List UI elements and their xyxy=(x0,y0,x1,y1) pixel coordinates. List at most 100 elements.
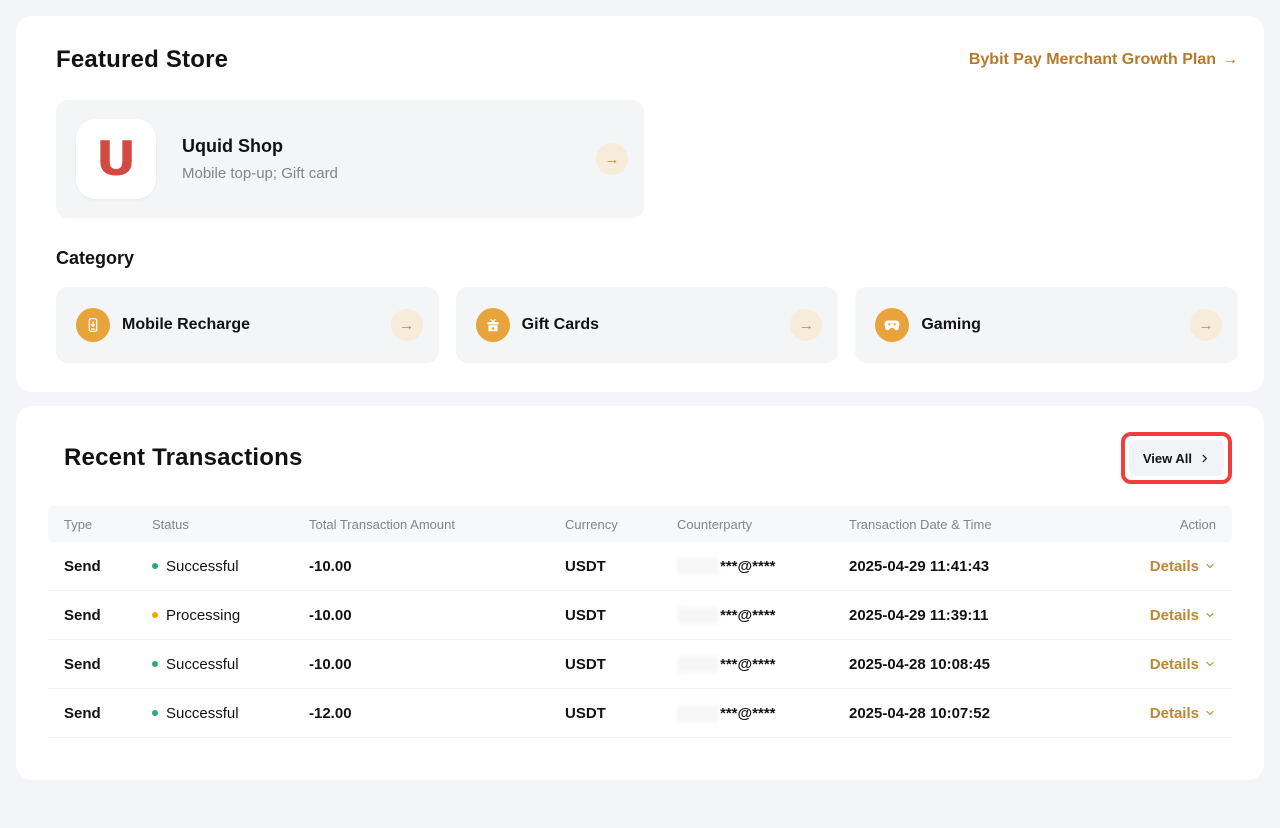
tx-status: Processing xyxy=(152,607,309,624)
category-label: Gift Cards xyxy=(521,316,600,333)
tx-amount: -10.00 xyxy=(309,655,352,673)
store-info: Uquid Shop Mobile top-up; Gift card xyxy=(182,136,596,182)
merchant-growth-plan-link[interactable]: Bybit Pay Merchant Growth Plan → xyxy=(969,51,1238,69)
category-tile-mobile-recharge[interactable]: Mobile Recharge → xyxy=(56,287,439,363)
mobile-recharge-icon xyxy=(76,308,110,342)
tx-datetime: 2025-04-28 10:08:45 xyxy=(849,655,990,673)
status-label: Successful xyxy=(166,704,239,722)
tx-amount: -10.00 xyxy=(309,606,352,624)
chevron-down-icon xyxy=(1206,563,1214,569)
column-header-counterparty: Counterparty xyxy=(677,516,753,532)
gift-cards-icon xyxy=(475,308,510,342)
gaming-icon xyxy=(875,308,910,342)
tx-currency: USDT xyxy=(565,557,606,575)
view-all-highlight-box: View All xyxy=(1120,432,1232,484)
store-description: Mobile top-up; Gift card xyxy=(182,165,338,182)
category-label: Mobile Recharge xyxy=(122,316,251,333)
featured-store-header: Featured Store Bybit Pay Merchant Growth… xyxy=(56,46,1238,74)
redacted-counterparty xyxy=(677,655,719,673)
transactions-table: Type Status Total Transaction Amount Cur… xyxy=(48,506,1232,738)
tx-type: Send xyxy=(64,557,101,575)
arrow-right-icon[interactable]: → xyxy=(596,143,628,175)
table-row: Send Successful -10.00 USDT ***@**** 202… xyxy=(48,640,1232,689)
status-label: Successful xyxy=(166,655,239,673)
details-label: Details xyxy=(1149,557,1199,575)
uquid-logo: U xyxy=(76,119,156,199)
redacted-counterparty xyxy=(677,557,719,575)
tx-currency: USDT xyxy=(565,655,606,673)
status-dot-icon xyxy=(152,563,158,569)
merchant-growth-plan-label: Bybit Pay Merchant Growth Plan xyxy=(968,51,1216,68)
tx-counterparty: ***@**** xyxy=(677,704,849,722)
details-label: Details xyxy=(1149,704,1199,722)
tx-type: Send xyxy=(64,606,101,624)
transactions-table-body: Send Successful -10.00 USDT ***@**** 202… xyxy=(48,542,1232,738)
tx-currency: USDT xyxy=(565,606,606,624)
column-header-datetime: Transaction Date & Time xyxy=(849,516,992,532)
view-all-button[interactable]: View All xyxy=(1128,440,1224,476)
tx-type: Send xyxy=(64,704,101,722)
tx-counterparty: ***@**** xyxy=(677,606,849,624)
tx-datetime: 2025-04-29 11:41:43 xyxy=(849,557,990,575)
view-all-label: View All xyxy=(1142,450,1192,466)
featured-store-card: Featured Store Bybit Pay Merchant Growth… xyxy=(16,16,1264,392)
status-dot-icon xyxy=(152,661,158,667)
tx-currency: USDT xyxy=(565,704,606,722)
counterparty-masked: ***@**** xyxy=(720,606,776,624)
category-row: Mobile Recharge → Gift Cards → xyxy=(56,287,1239,363)
arrow-right-icon[interactable]: → xyxy=(390,309,423,341)
uquid-logo-letter: U xyxy=(95,131,137,187)
arrow-right-icon[interactable]: → xyxy=(790,309,823,341)
details-link[interactable]: Details xyxy=(1150,656,1216,673)
counterparty-masked: ***@**** xyxy=(720,704,776,722)
tx-status: Successful xyxy=(152,705,309,722)
details-link[interactable]: Details xyxy=(1150,705,1216,722)
redacted-counterparty xyxy=(677,704,719,722)
details-link[interactable]: Details xyxy=(1150,558,1216,575)
details-label: Details xyxy=(1149,655,1199,673)
tx-type: Send xyxy=(64,655,101,673)
column-header-amount: Total Transaction Amount xyxy=(309,516,455,532)
status-dot-icon xyxy=(152,710,158,716)
details-link[interactable]: Details xyxy=(1150,607,1216,624)
tx-action: Details xyxy=(1149,558,1216,575)
column-header-action: Action xyxy=(1179,516,1216,532)
chevron-down-icon xyxy=(1206,710,1214,716)
status-dot-icon xyxy=(152,612,158,618)
column-header-status: Status xyxy=(152,516,189,532)
tx-status: Successful xyxy=(152,558,309,575)
chevron-right-icon xyxy=(1202,454,1207,462)
table-header-row: Type Status Total Transaction Amount Cur… xyxy=(48,506,1232,542)
category-label: Gaming xyxy=(921,316,981,333)
status-label: Processing xyxy=(166,606,241,624)
transactions-title: Recent Transactions xyxy=(64,444,303,471)
category-tile-gift-cards[interactable]: Gift Cards → xyxy=(455,287,839,363)
chevron-down-icon xyxy=(1206,661,1214,667)
transactions-header: Recent Transactions View All xyxy=(48,432,1232,484)
redacted-counterparty xyxy=(677,606,719,624)
column-header-type: Type xyxy=(64,516,93,532)
featured-store-title: Featured Store xyxy=(56,46,229,73)
tx-action: Details xyxy=(1149,705,1216,722)
chevron-down-icon xyxy=(1206,612,1214,618)
recent-transactions-card: Recent Transactions View All Type Status… xyxy=(16,406,1264,780)
store-tile-uquid[interactable]: U Uquid Shop Mobile top-up; Gift card → xyxy=(56,100,644,218)
tx-amount: -10.00 xyxy=(309,557,352,575)
table-row: Send Successful -12.00 USDT ***@**** 202… xyxy=(48,689,1232,738)
tx-counterparty: ***@**** xyxy=(677,655,849,673)
tx-datetime: 2025-04-28 10:07:52 xyxy=(849,704,990,722)
details-label: Details xyxy=(1149,606,1199,624)
table-row: Send Processing -10.00 USDT ***@**** 202… xyxy=(48,591,1232,640)
arrow-right-icon[interactable]: → xyxy=(1190,309,1223,341)
tx-status: Successful xyxy=(152,656,309,673)
tx-amount: -12.00 xyxy=(309,704,352,722)
store-name: Uquid Shop xyxy=(182,136,283,156)
table-row: Send Successful -10.00 USDT ***@**** 202… xyxy=(48,542,1232,591)
column-header-currency: Currency xyxy=(565,516,618,532)
counterparty-masked: ***@**** xyxy=(720,557,776,575)
category-tile-gaming[interactable]: Gaming → xyxy=(855,287,1239,363)
status-label: Successful xyxy=(166,557,239,575)
tx-datetime: 2025-04-29 11:39:11 xyxy=(849,606,989,624)
tx-counterparty: ***@**** xyxy=(677,557,849,575)
tx-action: Details xyxy=(1149,607,1216,624)
